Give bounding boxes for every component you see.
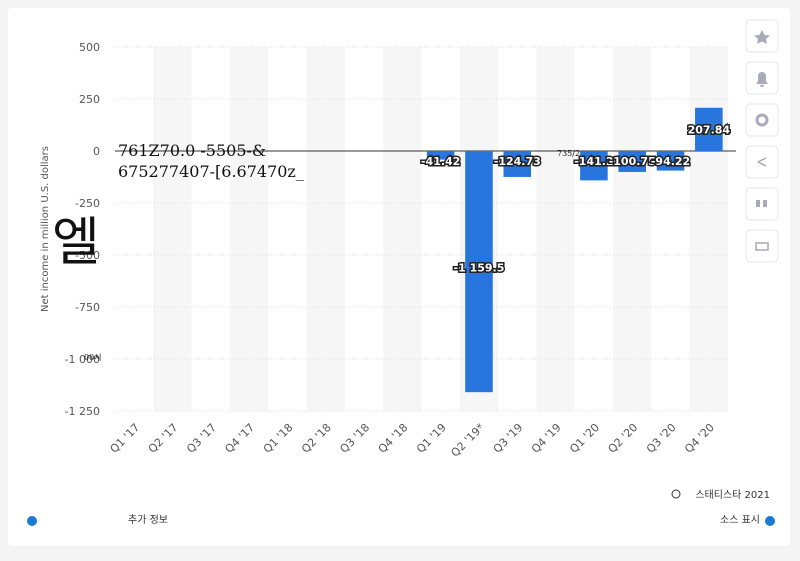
bar: [618, 151, 647, 172]
overlay-text: 엘: [52, 213, 100, 273]
column-shade: [153, 47, 192, 411]
y-tick-label: -750: [75, 301, 100, 314]
column-shade: [229, 47, 269, 411]
value-label: -100.75: [609, 155, 656, 168]
bar: [695, 107, 723, 151]
column-shade: [306, 47, 345, 411]
bar: [465, 151, 493, 393]
y-tick-label: -250: [75, 197, 100, 210]
info-icon[interactable]: [27, 516, 37, 526]
y-tick-label: -500: [75, 249, 100, 262]
bar: [656, 151, 685, 171]
y-axis-title: Net income in million U.S. dollars: [40, 146, 51, 312]
value-label: -1 159.5: [454, 262, 505, 275]
value-label: -94.22: [651, 155, 690, 168]
print-button[interactable]: [745, 229, 779, 263]
gear-icon: [755, 113, 769, 127]
print-icon: [755, 242, 769, 251]
overlay-text: 735/2: [557, 149, 580, 158]
column-shade: [536, 47, 575, 411]
value-label: -124.73: [494, 155, 541, 168]
star-icon: [754, 30, 770, 44]
share-icon: [757, 157, 767, 167]
overlay-text: 761Z70.0 -5505-&: [118, 141, 266, 160]
column-shade: [613, 47, 652, 411]
bell-icon: [756, 72, 768, 87]
bar: [503, 151, 532, 177]
share-button[interactable]: [745, 145, 779, 179]
y-tick-label: 500: [79, 41, 100, 54]
overlay-text: 00시: [84, 353, 102, 362]
column-shade: [689, 47, 728, 411]
cite-button[interactable]: [745, 187, 779, 221]
value-label: -41.42: [421, 155, 460, 168]
value-label: -141.2: [574, 155, 613, 168]
y-tick-label: 0: [93, 145, 100, 158]
y-tick-label: 250: [79, 93, 100, 106]
y-tick-label: -1 000: [65, 353, 100, 366]
quote-icon: [763, 200, 767, 207]
side-buttons: [745, 19, 779, 263]
value-label: 207.84: [688, 123, 731, 136]
settings-button[interactable]: [745, 103, 779, 137]
column-shade: [383, 47, 422, 411]
show-source[interactable]: 소스 표시: [720, 514, 760, 526]
bar: [580, 151, 608, 181]
quote-icon: [756, 200, 760, 207]
y-tick-label: -1 250: [65, 405, 100, 418]
copyright: 스태티스타 2021: [695, 489, 770, 501]
copyright-icon: [671, 489, 681, 499]
more-info[interactable]: 추가 정보: [128, 514, 168, 526]
info-icon[interactable]: [765, 516, 775, 526]
bar: [426, 151, 455, 160]
overlay-text: 675277407-[6.67470z_: [118, 162, 304, 181]
